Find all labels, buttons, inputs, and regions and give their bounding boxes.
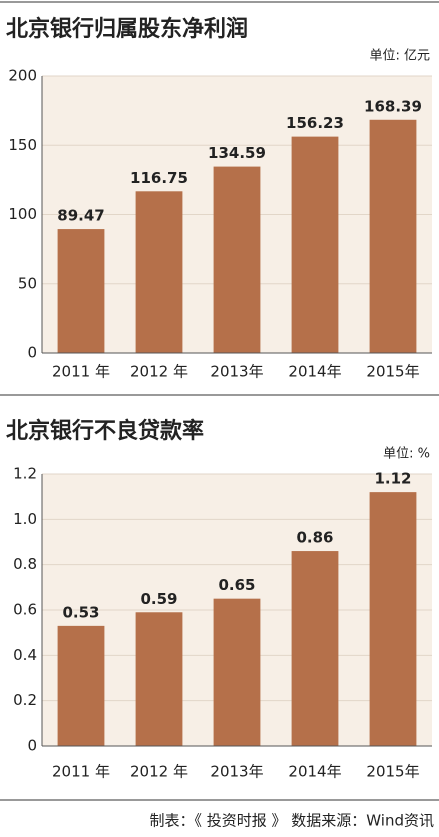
bar [57, 625, 105, 746]
value-label: 116.75 [130, 169, 188, 187]
bar [369, 119, 417, 353]
x-tick-label: 2013年 [210, 763, 263, 781]
x-tick-label: 2011 年 [52, 763, 110, 781]
value-label: 0.53 [62, 603, 99, 621]
value-label: 168.39 [364, 97, 422, 115]
value-label: 0.86 [296, 529, 333, 547]
value-label: 134.59 [208, 144, 266, 162]
unit-label: 单位: % [383, 447, 430, 462]
y-tick-label: 200 [8, 67, 37, 85]
bar [135, 612, 183, 746]
value-label: 156.23 [286, 114, 344, 132]
chart-title: 北京银行不良贷款率 [6, 418, 204, 444]
y-tick-label: 1.2 [13, 465, 37, 483]
y-tick-label: 0 [27, 344, 37, 362]
x-tick-label: 2013年 [210, 363, 263, 381]
value-label: 0.65 [218, 576, 255, 594]
x-tick-label: 2014年 [288, 763, 341, 781]
x-tick-label: 2015年 [366, 763, 419, 781]
y-tick-label: 150 [8, 136, 37, 154]
footer: 制表：《 投资时报 》 数据来源：Wind资讯 [149, 812, 434, 830]
y-tick-label: 50 [18, 274, 37, 292]
y-tick-label: 0.4 [13, 646, 37, 664]
bar [369, 492, 417, 746]
unit-label: 单位: 亿元 [369, 49, 430, 64]
bar [213, 598, 261, 746]
y-tick-label: 0.8 [13, 555, 37, 573]
value-label: 1.12 [374, 470, 411, 488]
y-tick-label: 0.6 [13, 601, 37, 619]
x-tick-label: 2012 年 [130, 363, 188, 381]
value-label: 89.47 [57, 207, 104, 225]
bar [291, 551, 339, 746]
y-tick-label: 1.0 [13, 510, 37, 528]
y-tick-label: 0 [27, 737, 37, 755]
bar [135, 191, 183, 353]
x-tick-label: 2014年 [288, 363, 341, 381]
y-tick-label: 0.2 [13, 691, 37, 709]
bar [213, 166, 261, 353]
chart-title: 北京银行归属股东净利润 [6, 16, 248, 42]
bar [57, 229, 105, 353]
x-tick-label: 2015年 [366, 363, 419, 381]
y-tick-label: 100 [8, 205, 37, 223]
x-tick-label: 2011 年 [52, 363, 110, 381]
x-tick-label: 2012 年 [130, 763, 188, 781]
value-label: 0.59 [140, 590, 177, 608]
bar [291, 136, 339, 353]
